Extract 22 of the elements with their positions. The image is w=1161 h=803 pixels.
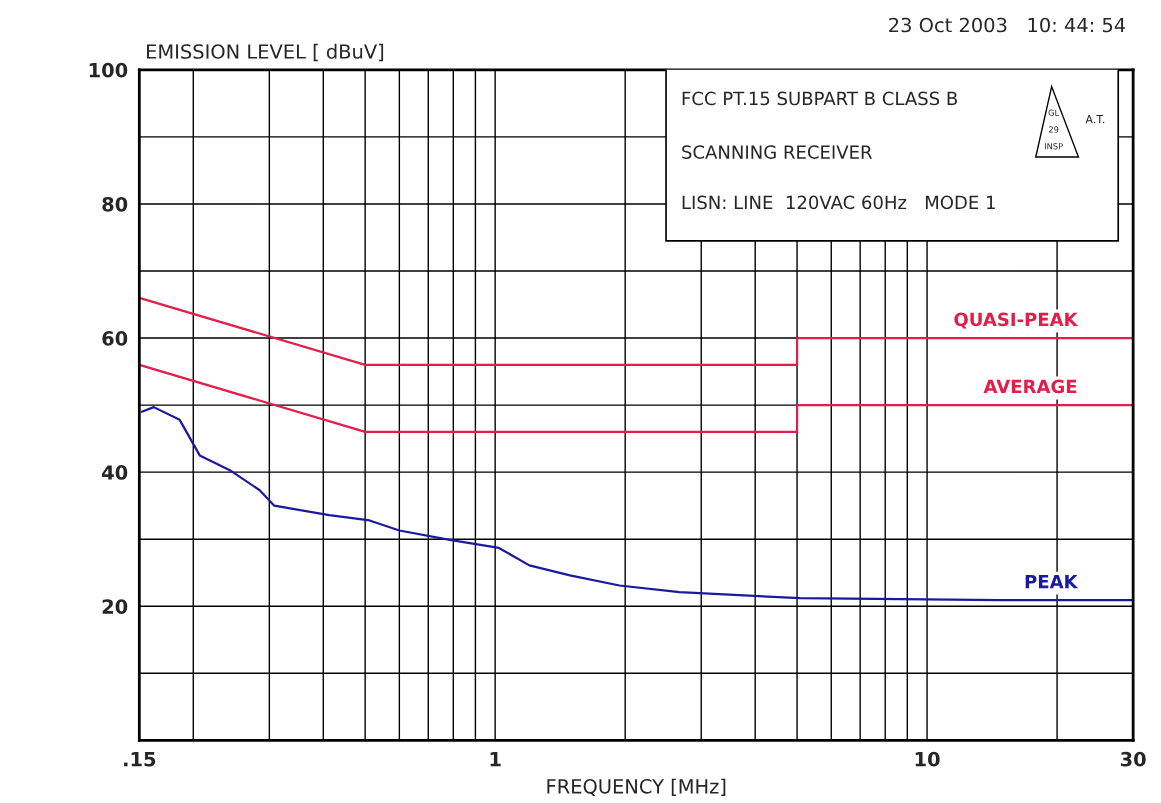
- y-tick-label: 100: [89, 62, 128, 78]
- x-tick-label: 30: [1120, 751, 1146, 767]
- y-tick-label: 20: [102, 599, 128, 614]
- annotation: SCANNING RECEIVER: [682, 145, 873, 159]
- annotation: LISN: LINE 120VAC 60Hz MODE 1: [682, 195, 995, 210]
- y-tick-label: 40: [102, 465, 128, 480]
- x-tick-label: .15: [124, 752, 156, 767]
- annotation: A.T.: [1085, 115, 1105, 124]
- series-label: PEAK: [1025, 574, 1079, 589]
- x-tick-label: 1: [490, 752, 501, 767]
- annotation: GL: [1048, 109, 1060, 116]
- annotation: FCC PT.15 SUBPART B CLASS B: [682, 91, 957, 106]
- series-label: QUASI-PEAK: [954, 312, 1079, 329]
- series-label: AVERAGE: [983, 379, 1077, 394]
- annotation: 29: [1048, 126, 1059, 133]
- text: 23 Oct 2003 10: 44: 54: [889, 17, 1126, 33]
- y-axis-title: EMISSION LEVEL [ dBuV]: [147, 43, 384, 62]
- y-tick-label: 60: [102, 331, 128, 346]
- y-tick-label: 80: [102, 196, 128, 212]
- x-axis-title: FREQUENCY [MHz]: [547, 778, 726, 796]
- x-tick-label: 10: [915, 751, 940, 767]
- annotation: INSP: [1044, 143, 1063, 150]
